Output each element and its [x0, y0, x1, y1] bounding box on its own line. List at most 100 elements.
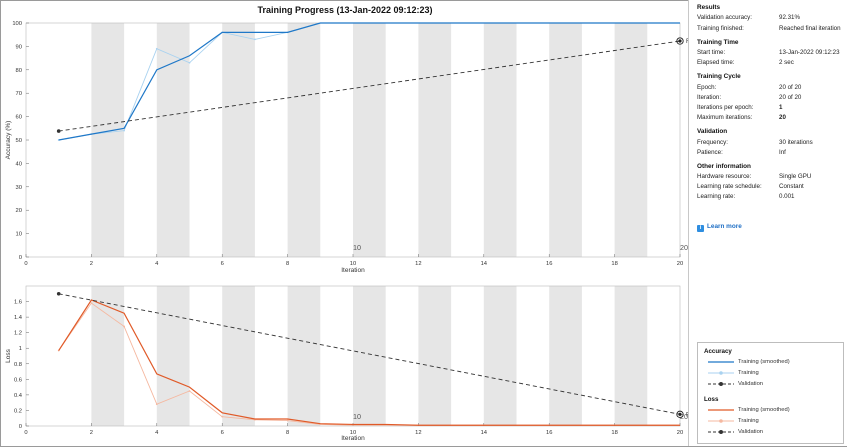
accuracy-epoch-band [418, 23, 452, 257]
accuracy-epoch-band [483, 23, 517, 257]
accuracy-ytick-label: 20 [16, 208, 22, 214]
info-key: Start time: [697, 49, 726, 56]
loss-ytick-label: 1 [19, 346, 22, 352]
info-row: Start time: 13-Jan-2022 09:12:23 [697, 49, 847, 58]
legend-loss-smoothed-swatch [708, 409, 734, 411]
legend-loss-smoothed-label: Training (smoothed) [738, 407, 790, 413]
legend-accuracy-title: Accuracy [704, 348, 732, 355]
learn-more-link[interactable]: i Learn more [697, 223, 742, 232]
accuracy-xtick-label: 8 [286, 261, 289, 267]
legend-acc-training-label: Training [738, 370, 759, 376]
accuracy-ylabel: Accuracy (%) [5, 121, 12, 160]
info-value: Constant [779, 183, 804, 190]
accuracy-epoch-band [549, 23, 582, 257]
loss-xtick-label: 0 [24, 430, 27, 436]
legend-loss-training-swatch [708, 419, 734, 423]
info-key: Iteration: [697, 94, 722, 101]
legend-loss-validation-swatch [708, 430, 734, 434]
info-row: Training finished: Reached final iteratio… [697, 25, 847, 34]
accuracy-epoch-band [156, 23, 190, 257]
info-value: Inf [779, 149, 786, 156]
accuracy-training-point [254, 38, 256, 41]
info-key: Learning rate schedule: [697, 183, 762, 190]
info-key: Frequency: [697, 139, 728, 146]
loss-epoch-band [549, 286, 582, 426]
accuracy-xtick-label: 14 [481, 261, 488, 267]
accuracy-epoch-band [614, 23, 648, 257]
loss-epoch-band [287, 286, 321, 426]
loss-final-dot [678, 412, 682, 416]
info-key: Maximum iterations: [697, 114, 753, 121]
loss-training-point [155, 403, 158, 406]
loss-epoch-band [353, 286, 386, 426]
training-cycle-title: Training Cycle [697, 73, 741, 80]
info-row: Iteration: 20 of 20 [697, 94, 847, 103]
loss-xtick-label: 2 [90, 430, 93, 436]
accuracy-ytick-label: 80 [16, 68, 22, 74]
training-time-title: Training Time [697, 39, 739, 46]
accuracy-training-point [155, 47, 158, 50]
loss-ytick-label: 1.4 [14, 315, 23, 321]
loss-xtick-label: 18 [611, 430, 617, 436]
info-row: Elapsed time: 2 sec [697, 59, 847, 68]
loss-final-label: Final [686, 411, 688, 418]
loss-epoch-label: 10 [353, 412, 361, 421]
loss-final-marker [676, 410, 684, 418]
legend-acc-validation-swatch [708, 382, 734, 386]
legend-acc-smoothed-label: Training (smoothed) [738, 359, 790, 365]
info-key: Validation accuracy: [697, 14, 752, 21]
legend-acc-smoothed-swatch [708, 361, 734, 363]
info-value: 20 of 20 [779, 94, 802, 101]
loss-ytick-label: 0.4 [14, 393, 23, 399]
loss-xtick-label: 20 [677, 430, 683, 436]
info-key: Elapsed time: [697, 59, 735, 66]
loss-training-point [188, 390, 191, 392]
info-key: Epoch: [697, 84, 717, 91]
loss-epoch-band [418, 286, 452, 426]
info-value: 13-Jan-2022 09:12:23 [779, 49, 840, 56]
info-row: Epoch: 20 of 20 [697, 84, 847, 93]
loss-xtick-label: 6 [221, 430, 224, 436]
loss-xtick-label: 14 [481, 430, 488, 436]
loss-xtick-label: 4 [155, 430, 159, 436]
accuracy-ytick-label: 60 [16, 115, 22, 121]
accuracy-epoch-band [353, 23, 386, 257]
info-value: Reached final iteration [779, 25, 841, 32]
legend-acc-training-swatch [708, 371, 734, 375]
accuracy-epoch-band [222, 23, 255, 257]
loss-epoch-band [91, 286, 125, 426]
loss-training-point [221, 415, 224, 418]
accuracy-training-point [188, 61, 191, 64]
loss-epoch-band [222, 286, 255, 426]
info-row: Iterations per epoch: 1 [697, 104, 847, 113]
accuracy-validation-point [56, 129, 61, 133]
info-key: Iterations per epoch: [697, 104, 754, 111]
loss-training-smoothed-line [58, 299, 680, 426]
legend-loss-title: Loss [704, 396, 719, 403]
loss-ytick-label: 0.2 [14, 408, 22, 414]
loss-ylabel: Loss [5, 348, 12, 362]
loss-xlabel: Iteration [341, 435, 365, 442]
loss-ytick-label: 0.6 [14, 377, 22, 383]
accuracy-xtick-label: 16 [546, 261, 552, 267]
loss-ytick-label: 1.6 [14, 300, 22, 306]
info-value: Single GPU [779, 173, 812, 180]
info-icon: i [697, 225, 704, 232]
info-row: Patience: Inf [697, 149, 847, 158]
accuracy-final-label: Final [686, 38, 688, 45]
loss-ytick-label: 1.2 [14, 331, 22, 337]
accuracy-ytick-label: 10 [16, 232, 22, 238]
accuracy-xtick-label: 0 [24, 261, 27, 267]
accuracy-training-smoothed-line [58, 22, 680, 141]
info-value: 2 sec [779, 59, 794, 66]
accuracy-final-dot [678, 39, 682, 43]
accuracy-ytick-label: 50 [16, 138, 22, 144]
info-value: 92.31% [779, 14, 800, 21]
accuracy-epoch-band [287, 23, 321, 257]
loss-xtick-label: 8 [286, 430, 289, 436]
accuracy-epoch-label: 10 [353, 243, 361, 252]
loss-epoch-band [156, 286, 190, 426]
info-value: 20 of 20 [779, 84, 802, 91]
info-key: Training finished: [697, 25, 744, 32]
loss-ytick-label: 0 [19, 424, 22, 430]
